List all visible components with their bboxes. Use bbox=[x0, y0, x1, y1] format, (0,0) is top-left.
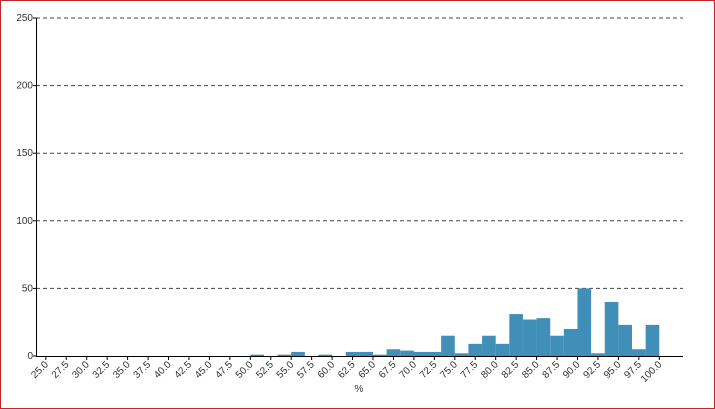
x-tick-label: 50.0 bbox=[234, 359, 256, 381]
bar bbox=[250, 354, 264, 356]
bar bbox=[386, 349, 401, 356]
x-tick-label: 62.5 bbox=[336, 359, 358, 381]
x-tick-label: 67.5 bbox=[377, 359, 399, 381]
bar bbox=[454, 353, 469, 356]
bar bbox=[482, 335, 496, 356]
bar bbox=[550, 335, 564, 356]
x-tick-label: 52.5 bbox=[254, 359, 276, 381]
x-tick-label: 57.5 bbox=[295, 359, 317, 381]
x-tick-label: 70.0 bbox=[397, 359, 419, 381]
x-tick-label: 90.0 bbox=[561, 359, 583, 381]
x-tick-label: 45.0 bbox=[193, 359, 215, 381]
x-tick-label: 35.0 bbox=[111, 359, 133, 381]
x-tick-label: 42.5 bbox=[173, 359, 195, 381]
bar bbox=[345, 351, 360, 356]
x-tick-label: 25.0 bbox=[29, 359, 51, 381]
bar bbox=[632, 349, 646, 356]
x-tick-label: 77.5 bbox=[459, 359, 481, 381]
x-tick-label: 40.0 bbox=[152, 359, 174, 381]
bar bbox=[495, 343, 510, 356]
x-tick-label: 30.0 bbox=[70, 359, 92, 381]
bar bbox=[536, 318, 551, 356]
bar bbox=[291, 351, 305, 356]
bar bbox=[522, 319, 537, 356]
x-tick-label: 32.5 bbox=[91, 359, 113, 381]
bar bbox=[441, 335, 455, 356]
bar bbox=[359, 351, 373, 356]
y-tick-label: 150 bbox=[16, 148, 33, 159]
bar bbox=[468, 343, 483, 356]
y-tick-label: 100 bbox=[16, 216, 33, 227]
x-tick-label: 82.5 bbox=[500, 359, 522, 381]
bar bbox=[604, 301, 619, 356]
bar bbox=[577, 288, 592, 356]
x-tick-label: 100.0 bbox=[639, 359, 665, 385]
x-tick-label: 55.0 bbox=[275, 359, 297, 381]
x-tick-label: 92.5 bbox=[582, 359, 604, 381]
bar bbox=[400, 350, 414, 356]
y-tick-label: 250 bbox=[16, 13, 33, 24]
x-tick-label: 60.0 bbox=[316, 359, 338, 381]
bar bbox=[509, 314, 523, 356]
x-tick-label: 72.5 bbox=[418, 359, 440, 381]
x-tick-label: 80.0 bbox=[479, 359, 501, 381]
x-tick-label: 47.5 bbox=[213, 359, 235, 381]
bar bbox=[413, 351, 428, 356]
y-tick-label: 50 bbox=[22, 283, 34, 294]
x-axis-label: % bbox=[355, 384, 364, 395]
bar bbox=[318, 354, 333, 356]
x-tick-label: 27.5 bbox=[50, 359, 72, 381]
bar bbox=[645, 324, 660, 356]
x-tick-label: 85.0 bbox=[520, 359, 542, 381]
bar bbox=[563, 328, 578, 356]
y-tick-label: 200 bbox=[16, 81, 33, 92]
x-tick-label: 87.5 bbox=[541, 359, 563, 381]
bar bbox=[277, 354, 292, 356]
bar bbox=[427, 351, 442, 356]
x-tick-label: 95.0 bbox=[602, 359, 624, 381]
x-tick-label: 65.0 bbox=[357, 359, 379, 381]
x-tick-label: 37.5 bbox=[132, 359, 154, 381]
x-tick-label: 75.0 bbox=[438, 359, 460, 381]
bar bbox=[372, 354, 387, 356]
bar bbox=[591, 353, 605, 356]
y-tick-label: 0 bbox=[27, 351, 33, 362]
bar bbox=[618, 324, 633, 356]
